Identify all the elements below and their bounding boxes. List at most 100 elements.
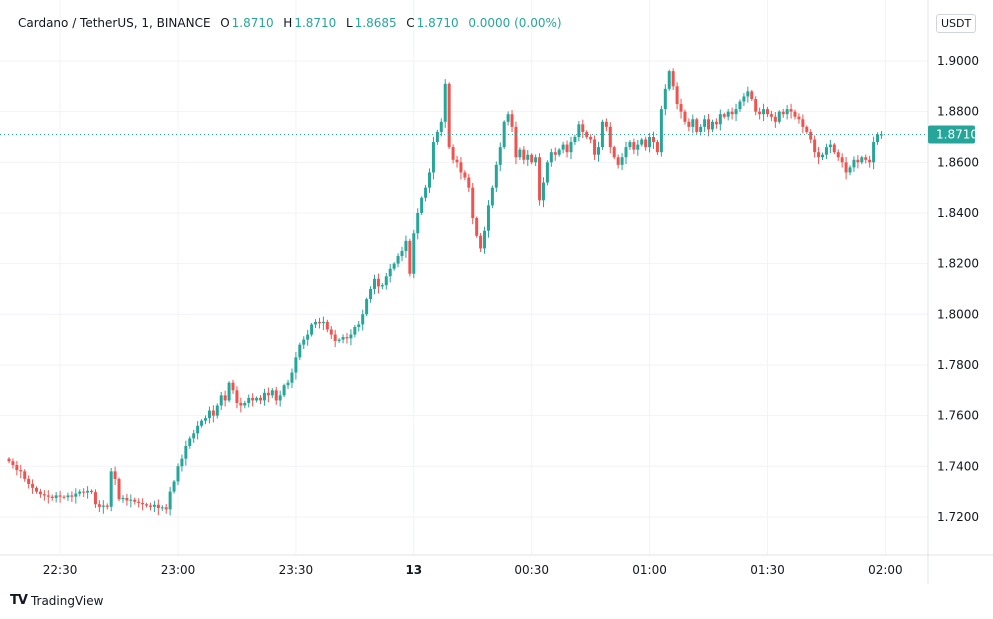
candle: [388, 264, 392, 283]
candle: [628, 139, 632, 150]
candles: [7, 68, 883, 516]
candle: [644, 136, 648, 151]
candle: [239, 397, 243, 413]
candle-body: [840, 157, 844, 163]
candle: [235, 386, 239, 409]
candle-body: [722, 114, 726, 117]
candle-body: [302, 339, 306, 345]
candle: [738, 99, 742, 112]
candle-body: [400, 250, 404, 257]
candle-body: [553, 152, 557, 155]
current-price-label: 1.8710: [936, 127, 978, 141]
candle: [31, 479, 35, 494]
candle-body: [156, 504, 160, 509]
candle: [129, 494, 133, 508]
tradingview-logo[interactable]: TV TradingView: [10, 593, 103, 608]
candle-body: [695, 119, 699, 132]
candle: [805, 125, 809, 134]
candle-body: [321, 321, 325, 324]
candle: [526, 150, 530, 166]
x-tick-label: 02:00: [868, 563, 903, 577]
candle-body: [856, 159, 860, 163]
candle: [62, 495, 66, 500]
candle: [510, 110, 514, 133]
candle: [600, 119, 604, 150]
candle: [125, 493, 129, 506]
x-tick-label: 22:30: [43, 563, 78, 577]
candle: [813, 135, 817, 158]
candle: [321, 316, 325, 331]
candle: [828, 139, 832, 154]
candle: [353, 324, 357, 338]
y-tick-label: 1.7800: [937, 358, 979, 372]
candle-body: [239, 402, 243, 406]
candle: [66, 492, 70, 501]
candle: [679, 98, 683, 119]
candle: [369, 286, 373, 303]
candle: [754, 96, 758, 116]
candle-body: [573, 136, 577, 143]
candle-body: [475, 218, 479, 236]
candle: [361, 309, 365, 331]
candle: [302, 336, 306, 350]
candle: [117, 477, 121, 502]
currency-button[interactable]: USDT: [936, 14, 977, 33]
candle-body: [372, 278, 376, 289]
candle-body: [648, 136, 652, 148]
candle: [247, 394, 251, 408]
candle-body: [459, 162, 463, 173]
candle: [797, 113, 801, 124]
candle: [329, 326, 333, 340]
candle: [231, 379, 235, 394]
candle: [483, 226, 487, 254]
candle-body: [172, 481, 176, 492]
y-tick-label: 1.8600: [937, 155, 979, 169]
candle-body: [168, 491, 172, 510]
candle-body: [608, 126, 612, 148]
candle: [219, 391, 223, 410]
candle: [585, 130, 589, 139]
candle-body: [769, 114, 773, 117]
candle-body: [659, 109, 663, 153]
candle: [726, 108, 730, 121]
candle-body: [50, 496, 54, 498]
candle-body: [82, 491, 86, 493]
candle: [400, 246, 404, 262]
candle: [518, 147, 522, 161]
candle-body: [522, 149, 526, 160]
candle: [259, 395, 263, 405]
candle-body: [388, 268, 392, 277]
candle-body: [451, 147, 455, 160]
candle: [809, 129, 813, 144]
candle-body: [817, 152, 821, 158]
candle: [597, 141, 600, 162]
candle-body: [447, 83, 451, 148]
candle: [545, 160, 549, 186]
candle: [467, 174, 471, 193]
candle: [801, 114, 805, 133]
candle-body: [518, 149, 522, 158]
candle: [58, 490, 62, 503]
symbol-title[interactable]: Cardano / TetherUS, 1, BINANCE: [18, 16, 211, 30]
candle-body: [129, 499, 133, 501]
candle-body: [42, 494, 46, 496]
candle: [852, 156, 856, 172]
candle-body: [78, 491, 82, 494]
close-value: 1.8710: [416, 16, 459, 30]
candle: [188, 436, 192, 449]
candle-body: [754, 98, 758, 112]
candle-body: [46, 495, 50, 497]
candle-body: [19, 470, 23, 472]
candle-body: [125, 497, 129, 501]
candle-body: [809, 131, 813, 140]
candle: [15, 460, 19, 476]
candle-body: [141, 503, 145, 505]
candle: [11, 458, 15, 469]
candle: [769, 110, 773, 122]
candle: [640, 138, 644, 147]
candle-body: [439, 121, 443, 132]
candle: [372, 274, 376, 295]
candle-body: [821, 154, 825, 158]
candle: [156, 499, 160, 515]
